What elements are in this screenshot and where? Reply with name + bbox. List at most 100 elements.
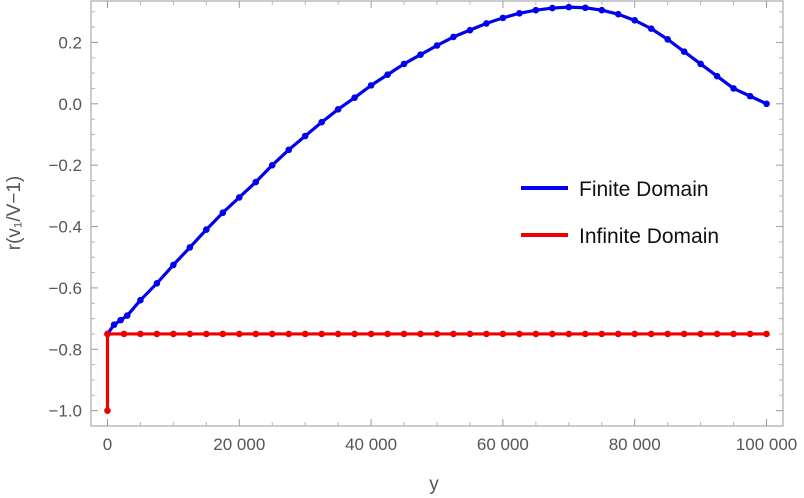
data-point-finite-domain (713, 72, 721, 80)
data-point-finite-domain (170, 261, 177, 269)
data-point-finite-domain (417, 51, 424, 59)
data-point-infinite-domain (581, 330, 589, 338)
data-point-finite-domain (549, 4, 556, 12)
data-point-infinite-domain (516, 330, 523, 338)
data-point-infinite-domain (318, 330, 325, 338)
x-tick-label: 40 000 (345, 435, 397, 454)
data-point-infinite-domain (285, 330, 293, 338)
data-point-finite-domain (123, 312, 131, 319)
legend-label-infinite-domain: Infinite Domain (579, 225, 719, 248)
y-axis-title: r(v₁/V−1) (4, 176, 25, 251)
data-point-infinite-domain (730, 330, 737, 338)
x-tick-labels: 0 20 000 40 000 60 000 80 000 100 000 (103, 435, 798, 454)
data-point-finite-domain (433, 42, 441, 49)
data-point-finite-domain (450, 33, 457, 41)
data-point-finite-domain (516, 9, 523, 17)
data-point-infinite-domain (483, 330, 490, 338)
data-point-finite-domain (203, 226, 210, 233)
data-point-finite-domain (680, 48, 688, 55)
y-tick-label: −0.2 (48, 156, 82, 175)
data-point-infinite-domain (763, 330, 770, 338)
data-point-finite-domain (763, 100, 770, 108)
data-point-infinite-domain (433, 330, 441, 338)
series-line-finite-domain (105, 5, 769, 336)
data-point-infinite-domain (334, 330, 342, 338)
data-point-infinite-domain (153, 330, 161, 338)
data-point-infinite-domain (186, 330, 194, 338)
y-tick-label: −0.8 (48, 340, 82, 359)
data-point-infinite-domain (565, 330, 573, 338)
data-point-infinite-domain (252, 330, 260, 338)
y-tick-label: −0.6 (48, 279, 82, 298)
data-point-infinite-domain (104, 330, 111, 338)
x-axis-title: y (429, 474, 439, 495)
data-point-finite-domain (730, 85, 737, 92)
data-point-finite-domain (400, 60, 408, 68)
data-point-finite-domain (598, 6, 606, 14)
data-point-infinite-domain (120, 330, 128, 338)
data-point-finite-domain (351, 94, 358, 101)
y-tick-label: 0.2 (58, 33, 82, 52)
y-tick-labels: 0.2 0.0 −0.2 −0.4 −0.6 −0.8 −1.0 (48, 33, 82, 420)
data-point-infinite-domain (417, 330, 424, 338)
data-point-infinite-domain (647, 330, 655, 338)
data-point-infinite-domain (301, 330, 309, 338)
y-tick-label: −0.4 (48, 218, 82, 237)
x-tick-label: 20 000 (213, 435, 265, 454)
data-point-infinite-domain (268, 330, 276, 338)
data-point-finite-domain (252, 178, 260, 186)
data-point-finite-domain (483, 20, 490, 27)
data-point-infinite-domain (598, 330, 606, 338)
x-tick-label: 60 000 (477, 435, 529, 454)
data-point-finite-domain (334, 106, 342, 113)
data-point-finite-domain (647, 25, 655, 32)
series-points (104, 3, 770, 414)
y-tick-label: 0.0 (58, 95, 82, 114)
data-point-infinite-domain (631, 330, 639, 338)
data-point-finite-domain (697, 60, 704, 68)
data-point-infinite-domain (170, 330, 177, 338)
data-point-infinite-domain (450, 330, 457, 338)
axis-ticks (91, 1, 783, 426)
data-point-finite-domain (614, 10, 622, 18)
data-point-infinite-domain (614, 330, 622, 338)
data-point-finite-domain (532, 6, 540, 14)
data-point-infinite-domain (235, 330, 243, 338)
data-point-infinite-domain (664, 330, 671, 338)
x-tick-label: 100 000 (736, 435, 797, 454)
data-point-infinite-domain (203, 330, 210, 338)
data-point-finite-domain (746, 92, 754, 100)
data-point-finite-domain (631, 17, 639, 24)
data-point-infinite-domain (532, 330, 540, 338)
data-point-infinite-domain (499, 330, 507, 338)
data-point-finite-domain (499, 14, 507, 22)
data-point-finite-domain (301, 132, 309, 140)
data-point-finite-domain (235, 194, 243, 201)
series-line-infinite-domain (105, 332, 769, 413)
data-point-finite-domain (219, 209, 227, 217)
data-point-infinite-domain (697, 330, 704, 338)
data-point-infinite-domain (219, 330, 227, 338)
data-point-infinite-domain (400, 330, 408, 338)
data-point-infinite-domain (137, 330, 144, 338)
x-tick-label: 80 000 (609, 435, 661, 454)
data-point-finite-domain (117, 316, 124, 324)
data-point-infinite-domain (713, 330, 721, 338)
plot-frame (90, 0, 784, 427)
data-point-infinite-domain (466, 330, 474, 338)
y-tick-label: −1.0 (48, 402, 82, 421)
data-point-finite-domain (153, 280, 161, 287)
data-point-finite-domain (268, 161, 276, 169)
series-lines (105, 5, 769, 413)
data-point-finite-domain (466, 26, 474, 34)
data-point-finite-domain (367, 82, 375, 89)
data-point-finite-domain (318, 118, 325, 126)
data-point-infinite-domain (549, 330, 556, 338)
data-point-infinite-domain (384, 330, 391, 338)
x-tick-label: 0 (103, 435, 112, 454)
data-point-finite-domain (110, 321, 118, 329)
data-point-infinite-domain (351, 330, 358, 338)
data-point-finite-domain (384, 71, 391, 78)
legend: Finite Domain Infinite Domain (521, 178, 719, 248)
